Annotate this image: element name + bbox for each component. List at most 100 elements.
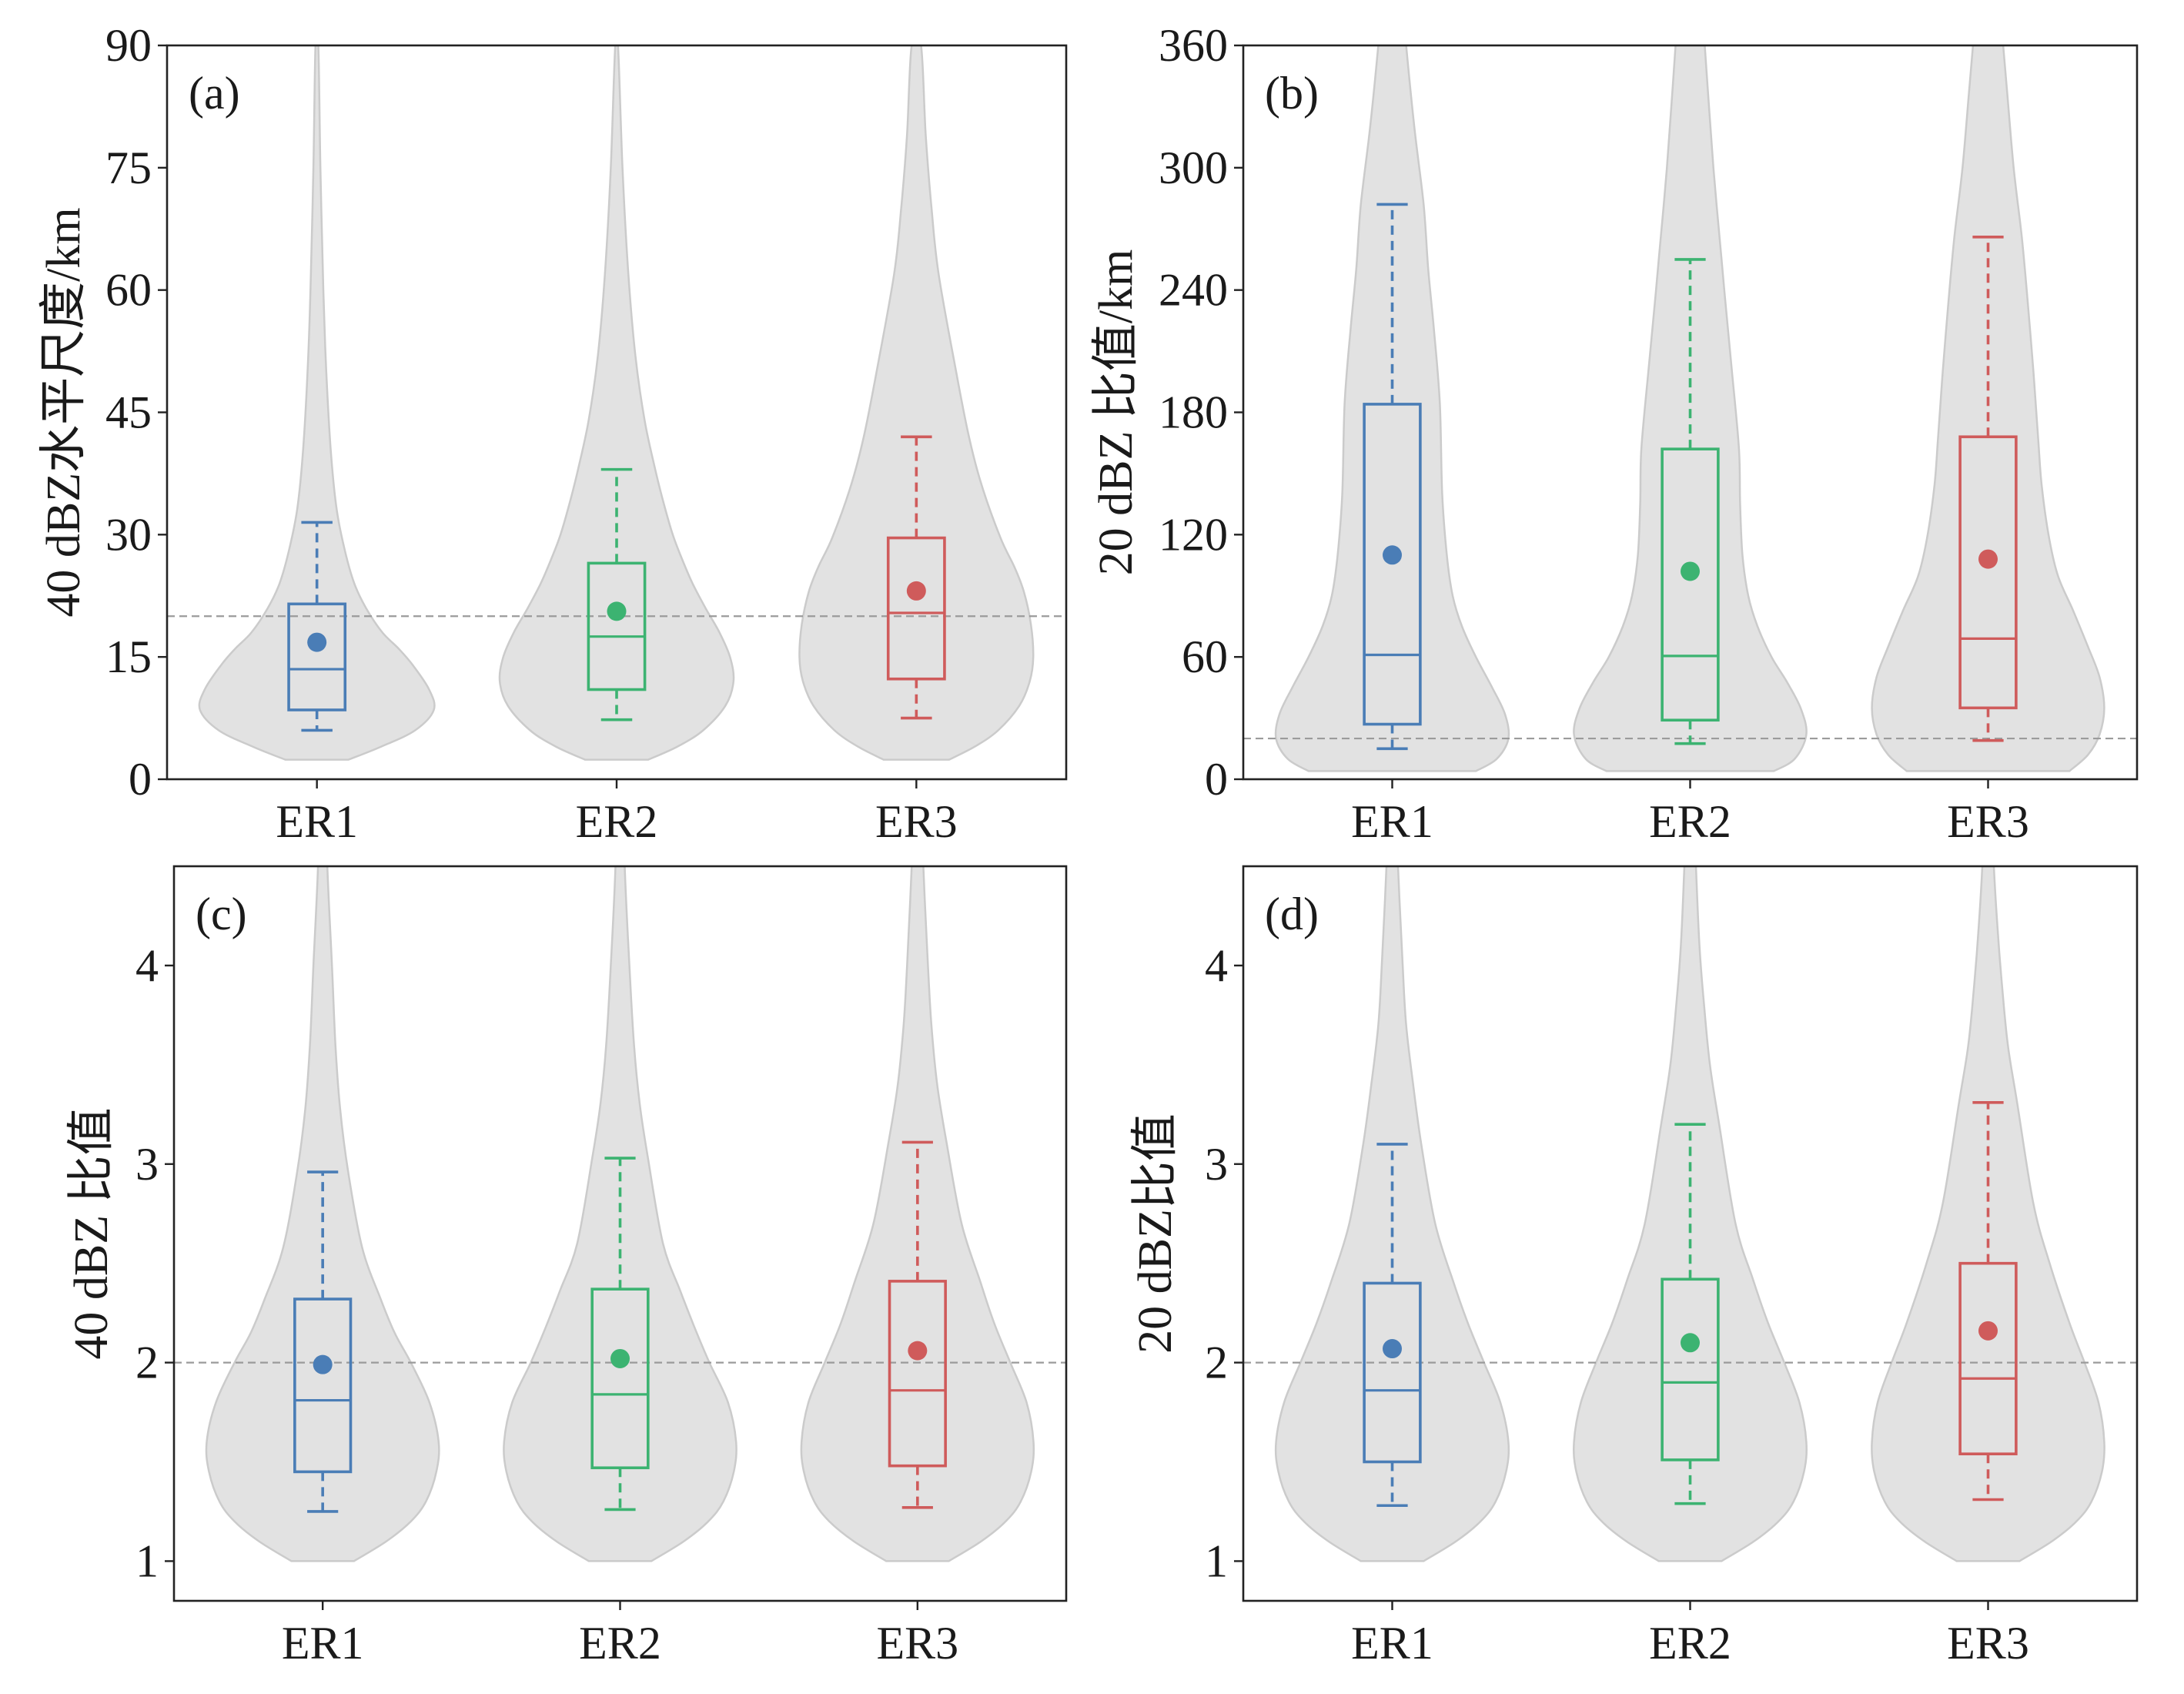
x-tick-label-er3: ER3 [1947,796,2029,847]
mean-marker [906,581,926,601]
y-axis: 0 15 30 45 60 75 90 [105,20,167,805]
violin-er1 [1274,45,1510,772]
mean-marker [1978,1321,1998,1341]
boxplot-er2 [1661,1123,1720,1505]
iqr-box [1958,435,2018,710]
y-axis-title: 40 dBZ水平尺度/km [38,207,90,617]
mean-marker [313,1354,333,1374]
y-axis: 0 60 120 180 240 300 360 [1159,20,1243,805]
y-tick-label: 60 [105,265,152,316]
panel-label: (c) [196,889,247,939]
x-tick-label-er1: ER1 [1351,1618,1433,1669]
x-tick-label-er3: ER3 [876,1618,958,1669]
y-axis: 1 2 3 4 [135,940,174,1586]
y-tick-label: 180 [1159,387,1228,438]
x-tick-label-er1: ER1 [282,1618,364,1669]
violin-er2 [498,45,735,761]
y-tick-label: 240 [1159,265,1228,316]
boxplot-er3 [888,1140,947,1509]
iqr-box [1661,1277,1720,1461]
y-tick-label: 30 [105,509,152,560]
violin-er1 [205,866,440,1562]
x-tick-label-er2: ER2 [1649,796,1731,847]
y-axis-title: 20 dBZ比值 [1129,1113,1182,1354]
mean-marker [610,1348,630,1368]
plot-area [174,866,1066,1562]
panel-label: (d) [1265,889,1319,939]
y-tick-label: 360 [1159,20,1228,71]
violin-er3 [1871,866,2105,1562]
violin-er3 [1871,45,2105,772]
mean-marker [1681,1333,1700,1353]
iqr-box [1958,1261,2018,1455]
iqr-box [888,1280,947,1468]
iqr-box [1363,403,1422,726]
boxplot-er1 [1363,1143,1422,1508]
boxplot-er3 [1958,236,2018,742]
y-tick-label: 2 [1205,1337,1228,1388]
boxplot-er3 [1958,1101,2018,1502]
iqr-box [886,536,946,681]
boxplot-er2 [590,1157,650,1512]
x-tick-label-er2: ER2 [579,1618,661,1669]
panel-a: 0 15 30 45 60 75 90 ER1 ER2 ER3 40 dBZ水平尺度/km (a) [38,20,1068,847]
boxplot-er3 [886,435,946,720]
violin-er2 [503,866,737,1562]
x-tick-label-er2: ER2 [1649,1618,1731,1669]
y-tick-label: 2 [135,1337,159,1388]
boxplot-er1 [293,1170,353,1513]
iqr-box [1363,1281,1422,1464]
y-tick-label: 1 [1205,1535,1228,1586]
y-tick-label: 0 [1205,754,1228,805]
plot-area [1243,45,2137,772]
y-tick-label: 15 [105,631,152,682]
panel-b: 0 60 120 180 240 300 360 ER1 ER2 ER3 20 dBZ 比值/km (… [1090,20,2139,847]
y-axis: 1 2 3 4 [1205,940,1243,1586]
x-axis: ER1 ER2 ER3 [282,1601,958,1669]
x-tick-label-er1: ER1 [276,796,358,847]
mean-marker [1383,1339,1402,1359]
x-tick-label-er3: ER3 [1947,1618,2029,1669]
boxplot-er1 [287,521,347,732]
y-tick-label: 0 [129,754,152,805]
plot-area [167,45,1066,761]
x-tick-label-er1: ER1 [1351,796,1433,847]
violin-er1 [198,45,436,761]
plot-area [1243,866,2137,1562]
x-axis: ER1 ER2 ER3 [276,779,958,847]
panel-d: 1 2 3 4 ER1 ER2 ER3 20 dBZ比值 (d) [1129,865,2139,1669]
boxplot-er1 [1363,203,1422,751]
x-tick-label-er2: ER2 [576,796,658,847]
y-tick-label: 4 [135,940,159,991]
panel-label: (b) [1265,68,1319,119]
iqr-box [293,1297,353,1474]
mean-marker [307,632,327,652]
boxplot-er2 [1661,258,1720,745]
x-tick-label-er3: ER3 [875,796,958,847]
mean-marker [1383,545,1402,565]
panel-label: (a) [189,68,240,119]
y-tick-label: 300 [1159,142,1228,193]
x-axis: ER1 ER2 ER3 [1351,779,2029,847]
y-tick-label: 75 [105,142,152,193]
y-tick-label: 4 [1205,940,1228,991]
y-tick-label: 1 [135,1535,159,1586]
y-tick-label: 90 [105,20,152,71]
violin-er3 [798,45,1035,761]
boxplot-er2 [587,467,647,721]
mean-marker [908,1341,928,1361]
y-tick-label: 3 [135,1139,159,1190]
iqr-box [287,602,347,711]
y-tick-label: 45 [105,387,152,438]
panel-c: 1 2 3 4 ER1 ER2 ER3 40 dBZ 比值 (c) [65,865,1068,1669]
y-axis-title: 40 dBZ 比值 [65,1107,118,1359]
y-tick-label: 60 [1182,631,1228,682]
iqr-box [587,561,647,691]
iqr-box [1661,447,1720,722]
violin-er2 [1573,45,1808,772]
y-tick-label: 3 [1205,1139,1228,1190]
mean-marker [1681,561,1700,581]
y-axis-title: 20 dBZ 比值/km [1090,249,1142,576]
